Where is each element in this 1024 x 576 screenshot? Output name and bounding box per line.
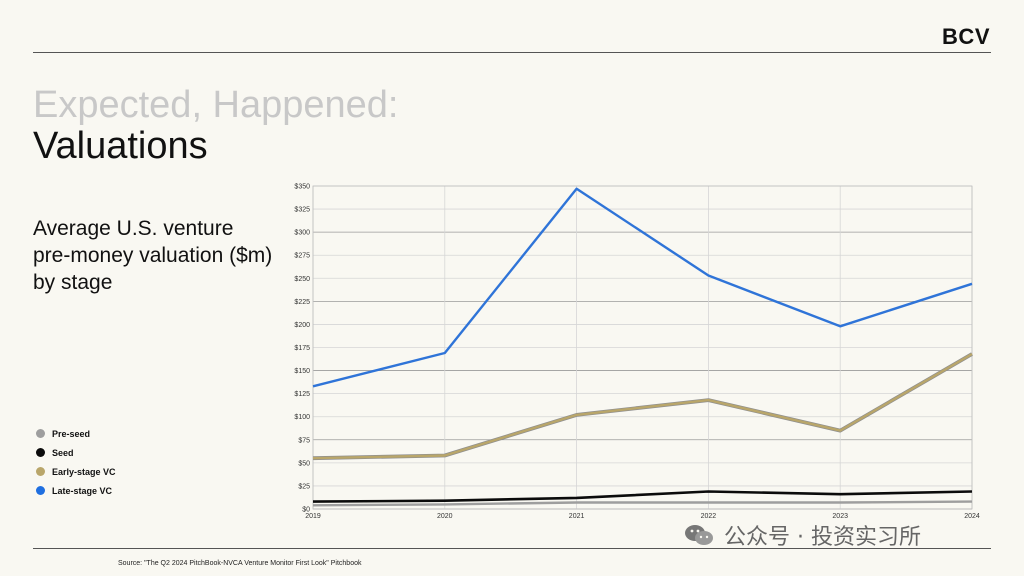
- legend-dot-seed: [36, 448, 45, 457]
- x-tick-label: 2024: [964, 513, 980, 520]
- legend-label: Late-stage VC: [52, 485, 113, 496]
- y-tick-label: $75: [298, 437, 310, 444]
- y-tick-label: $150: [294, 368, 310, 375]
- legend-item-early-stage-vc: Early-stage VC: [36, 462, 116, 481]
- y-tick-label: $175: [294, 345, 310, 352]
- legend-dot-late-stage-vc: [36, 486, 45, 495]
- series-line-late-stage-vc: [312, 187, 973, 388]
- y-tick-label: $275: [294, 253, 310, 260]
- legend-label: Seed: [52, 447, 74, 458]
- y-tick-label: $350: [294, 184, 310, 191]
- watermark-text: 公众号 · 投资实习所: [724, 525, 921, 550]
- plot-frame: [312, 185, 973, 510]
- x-tick-label: 2023: [832, 513, 848, 520]
- chart-legend: Pre-seed Seed Early-stage VC Late-stage VC: [36, 424, 116, 500]
- series-line-seed: [312, 490, 973, 503]
- series-line-pre-seed: [312, 500, 973, 507]
- series-line-early-stage-vc: [312, 352, 973, 460]
- y-tick-label: $225: [294, 299, 310, 306]
- legend-item-late-stage-vc: Late-stage VC: [36, 481, 116, 500]
- legend-label: Early-stage VC: [52, 466, 116, 477]
- top-divider: [33, 52, 991, 53]
- y-tick-label: $50: [298, 460, 310, 467]
- watermark: 公众号 · 投资实习所: [684, 519, 921, 551]
- y-tick-label: $100: [294, 414, 310, 421]
- y-tick-label: $250: [294, 276, 310, 283]
- y-tick-label: $0: [302, 507, 310, 514]
- legend-dot-early-stage-vc: [36, 467, 45, 476]
- y-tick-label: $300: [294, 230, 310, 237]
- legend-dot-pre-seed: [36, 429, 45, 438]
- y-tick-label: $125: [294, 391, 310, 398]
- chart-subtitle: Average U.S. venture pre-money valuation…: [33, 217, 273, 294]
- x-tick-label: 2020: [437, 513, 453, 520]
- source-note: Source: "The Q2 2024 PitchBook-NVCA Vent…: [118, 560, 362, 567]
- legend-label: Pre-seed: [52, 428, 91, 439]
- title-line-1: Expected, Happened:: [33, 84, 399, 126]
- x-tick-label: 2021: [569, 513, 585, 520]
- y-tick-label: $325: [294, 207, 310, 214]
- y-tick-label: $25: [298, 483, 310, 490]
- bottom-divider: [33, 548, 991, 549]
- legend-item-seed: Seed: [36, 443, 116, 462]
- title-line-2: Valuations: [33, 125, 208, 167]
- wechat-icon: [685, 525, 713, 545]
- valuation-line-chart: $0 $25 $50 $75 $100 $125 $150 $175 $200 $225 $250 $…: [294, 184, 980, 521]
- x-tick-label: 2022: [701, 513, 717, 520]
- y-tick-label: $200: [294, 322, 310, 329]
- x-tick-label: 2019: [305, 513, 321, 520]
- series-line-shadow-early-stage-vc: [312, 352, 973, 461]
- legend-item-pre-seed: Pre-seed: [36, 424, 116, 443]
- brand-logo: BCV: [942, 24, 990, 49]
